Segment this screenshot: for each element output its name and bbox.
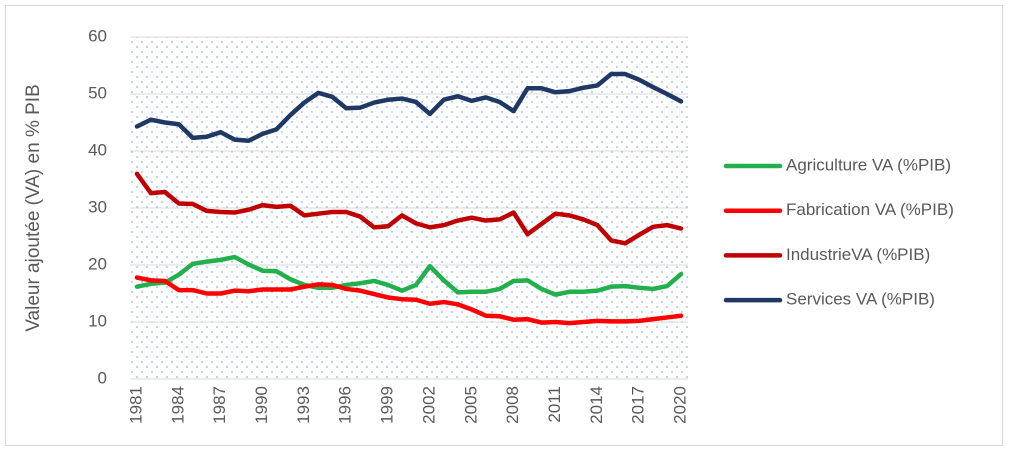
x-tick-label: 1984 xyxy=(168,386,187,424)
x-tick-label: 1987 xyxy=(210,386,229,424)
x-tick-label: 1990 xyxy=(252,386,271,424)
series-line xyxy=(134,275,684,326)
legend-label: IndustrieVA (%PIB) xyxy=(786,245,930,264)
x-tick-label: 1981 xyxy=(126,386,145,424)
y-axis-label: Valeur ajoutée (VA) en % PIB xyxy=(23,84,44,331)
legend-label: Fabrication VA (%PIB) xyxy=(786,200,954,219)
x-tick-label: 1993 xyxy=(294,386,313,424)
legend-label: Services VA (%PIB) xyxy=(786,290,935,309)
series-line xyxy=(134,254,684,297)
x-tick-label: 2008 xyxy=(503,386,522,424)
y-tick-label: 60 xyxy=(88,26,107,45)
x-tick-label: 2017 xyxy=(629,386,648,424)
series-line xyxy=(134,171,684,246)
y-tick-label: 40 xyxy=(88,140,107,159)
x-tick-label: 1999 xyxy=(378,386,397,424)
series-line xyxy=(134,71,684,143)
x-tick-label: 2002 xyxy=(419,386,438,424)
x-tick-label: 1996 xyxy=(336,386,355,424)
x-tick-label: 2020 xyxy=(671,386,690,424)
y-tick-label: 30 xyxy=(88,197,107,216)
x-tick-label: 2014 xyxy=(587,386,606,424)
x-tick-label: 2005 xyxy=(461,386,480,424)
y-tick-label: 10 xyxy=(88,311,107,330)
y-tick-label: 20 xyxy=(88,254,107,273)
legend-label: Agriculture VA (%PIB) xyxy=(786,155,951,174)
y-tick-label: 50 xyxy=(88,83,107,102)
x-tick-label: 2011 xyxy=(545,386,564,423)
y-tick-label: 0 xyxy=(98,368,107,387)
